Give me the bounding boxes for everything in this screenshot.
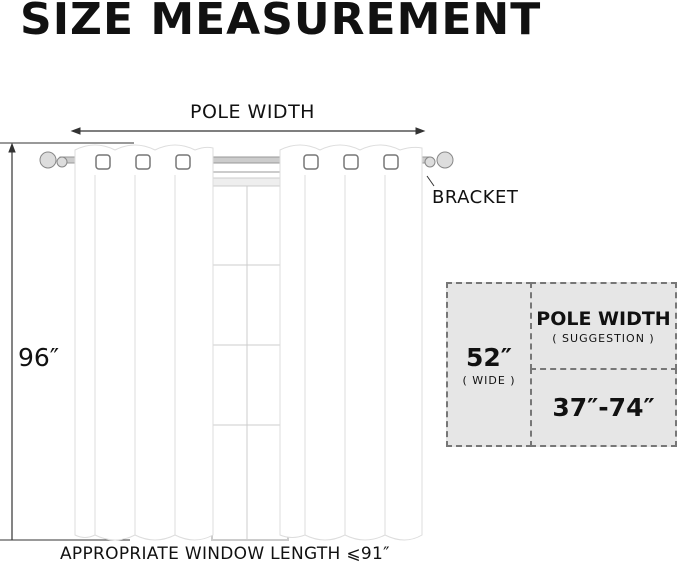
curtain-rod — [39, 151, 454, 187]
pole-width-arrow — [70, 127, 426, 135]
pole-width-label: POLE WIDTH — [190, 101, 315, 123]
pole-note: ( SUGGESTION ) — [552, 331, 655, 345]
width-cell: 52″ ( WIDE ) — [446, 282, 532, 447]
window — [209, 171, 291, 541]
right-curtain-panel — [279, 144, 423, 541]
bracket-label: BRACKET — [432, 187, 519, 208]
width-value: 52″ — [466, 342, 512, 372]
window-length-label: APPROPRIATE WINDOW LENGTH ⩽91″ — [60, 544, 390, 564]
pole-header: POLE WIDTH — [536, 307, 671, 330]
page-title: SIZE MEASUREMENT — [20, 0, 542, 45]
height-label: 96″ — [18, 343, 60, 372]
pole-header-cell: POLE WIDTH ( SUGGESTION ) — [530, 282, 677, 370]
pole-range: 37″-74″ — [552, 393, 655, 422]
left-curtain-panel — [74, 144, 214, 541]
width-note: ( WIDE ) — [462, 373, 516, 387]
pole-range-cell: 37″-74″ — [530, 368, 677, 447]
height-arrow — [0, 142, 134, 541]
grommets — [95, 154, 399, 170]
